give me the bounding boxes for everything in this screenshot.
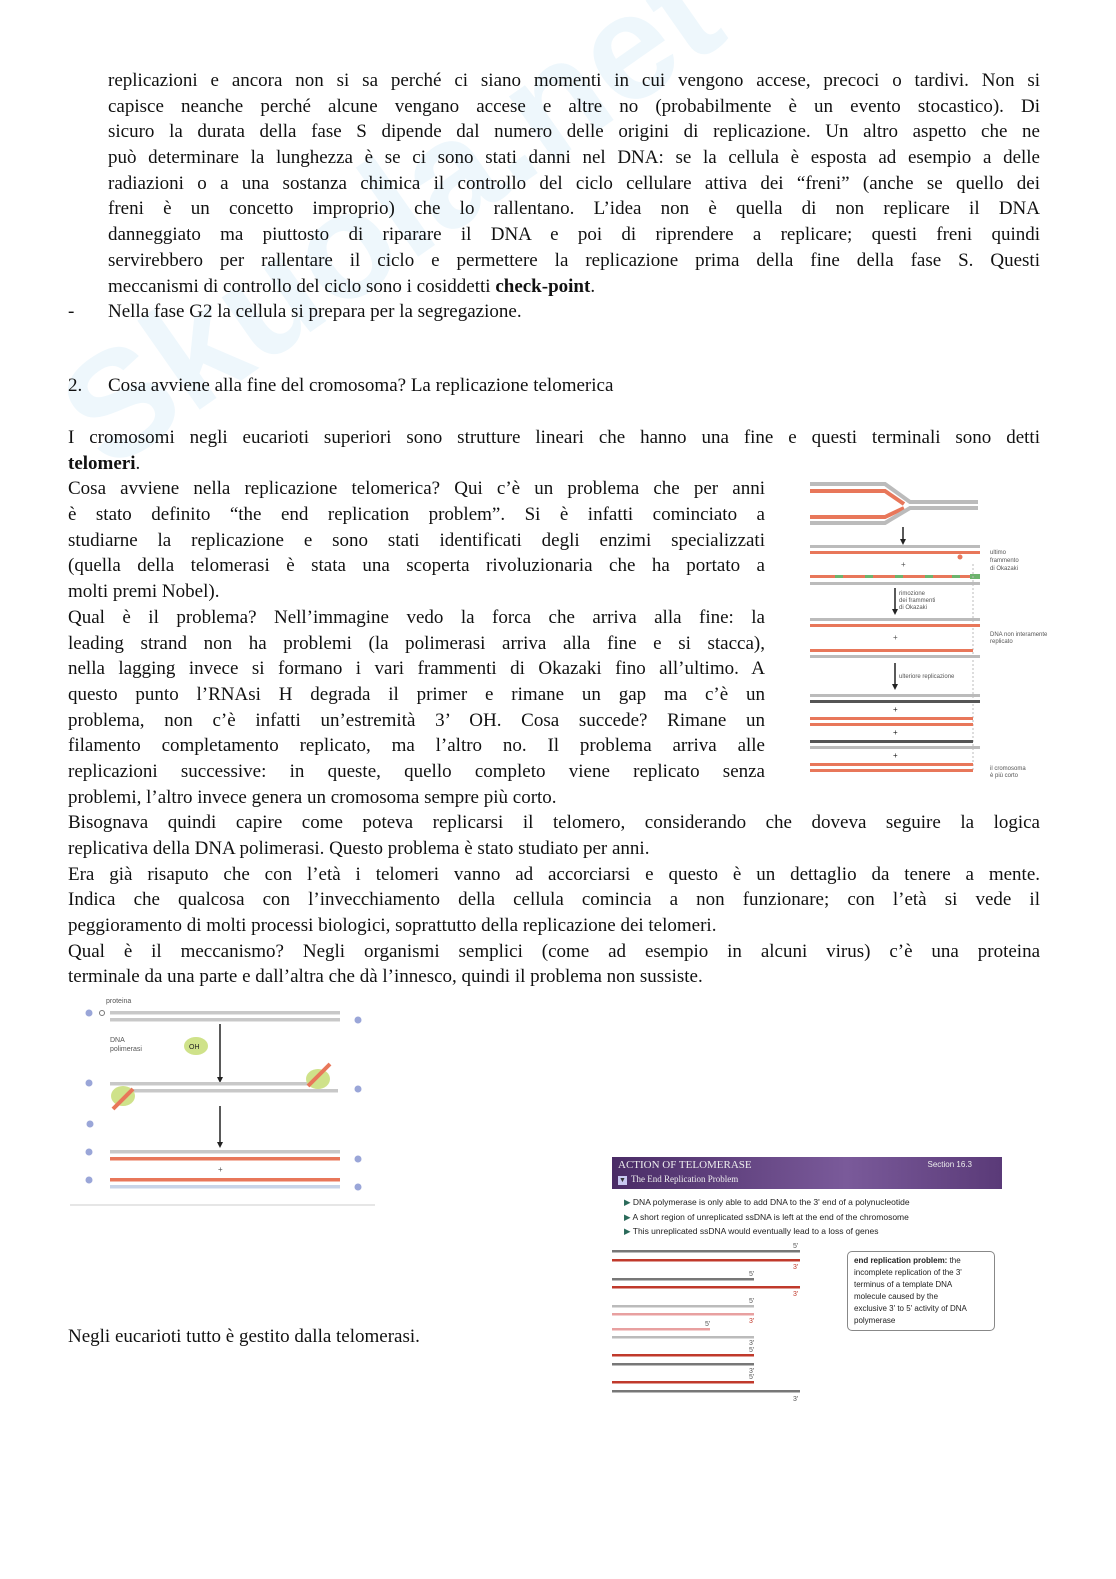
svg-text:+: +	[893, 705, 898, 714]
svg-text:+: +	[218, 1165, 223, 1174]
text-line: replicativa della DNA polimerasi. Questo…	[68, 838, 650, 859]
figure-end-replication: + ultimo frammento di Okazaki rimozione dei…	[810, 482, 1048, 779]
bullet-text: Nella fase G2 la cellula si prepara per …	[108, 301, 522, 322]
text-line: sicuro la durata della fase S dipende da…	[108, 121, 1040, 143]
text-line: replicazioni e ancora non si sa perché c…	[108, 70, 1040, 91]
text-line: Qual è il meccanismo? Negli organismi se…	[68, 940, 1040, 962]
text: .	[135, 452, 141, 474]
label-last-okazaki: ultimo frammento di Okazaki	[990, 550, 1019, 572]
slide-bullets: ▶ DNA polymerase is only able to add DNA…	[624, 1195, 1002, 1239]
final-sentence: Negli eucarioti tutto è gestito dalla te…	[68, 1324, 420, 1350]
text-line: replicazioni successive: in queste, quel…	[68, 760, 765, 782]
text-line: leading strand non ha problemi (la polim…	[68, 632, 765, 654]
bold-term-telomeri: telomeri	[68, 452, 136, 474]
text-line: telomeri.	[68, 451, 1040, 477]
protein-primer-icon	[85, 1009, 105, 1017]
text: meccanismi di controllo del ciclo sono i…	[108, 275, 496, 297]
svg-text:+: +	[893, 728, 898, 737]
svg-text:5': 5'	[793, 1243, 798, 1250]
slide-bullet: ▶ A short region of unreplicated ssDNA i…	[624, 1211, 909, 1222]
svg-text:3': 3'	[793, 1264, 798, 1271]
text-line: Cosa avviene nella replicazione telomeri…	[68, 478, 765, 500]
main-text: I cromosomi negli eucarioti superiori so…	[68, 425, 1040, 990]
text-line: terminale da una parte e dall’altra che …	[68, 966, 703, 988]
text-line: Bisognava quindi capire come poteva repl…	[68, 812, 1040, 834]
text-line: peggioramento di molti processi biologic…	[68, 915, 717, 937]
slide-subtitle: ▼ The End Replication Problem	[618, 1174, 739, 1185]
paragraph-s-phase: replicazioni e ancora non si sa perché c…	[108, 68, 1040, 299]
label-shorter-chromosome: il cromosoma è più corto	[990, 766, 1026, 779]
svg-text:3': 3'	[793, 1396, 798, 1403]
svg-text:5': 5'	[749, 1298, 754, 1305]
text-line: molti premi Nobel).	[68, 581, 220, 603]
svg-text:5': 5'	[749, 1271, 754, 1278]
text-line: servirebbero per rallentare il ciclo e p…	[108, 249, 1040, 271]
slide-bullet: ▶ This unreplicated ssDNA would eventual…	[624, 1226, 879, 1236]
svg-text:3': 3'	[749, 1340, 754, 1347]
text-line: problemi, l’altro invece genera un cromo…	[68, 786, 557, 808]
bold-term-check-point: check-point	[495, 275, 591, 297]
svg-text:3': 3'	[793, 1291, 798, 1298]
text-line: capisce neanche perché alcune vengano ac…	[108, 95, 1040, 117]
svg-text:3': 3'	[749, 1318, 754, 1325]
slide-section: Section 16.3	[927, 1160, 972, 1169]
bullet-item: Nella fase G2 la cellula si prepara per …	[108, 299, 522, 325]
definition-box: end replication problem: the incomplete …	[847, 1251, 995, 1331]
slide-bullet: ▶ DNA polymerase is only able to add DNA…	[624, 1197, 910, 1207]
text-line: I cromosomi negli eucarioti superiori so…	[68, 427, 1040, 448]
heading-number: 2.	[68, 375, 83, 396]
text-line: Qual è il problema? Nell’immagine vedo l…	[68, 606, 765, 628]
section-heading: Cosa avviene alla fine del cromosoma? La…	[108, 373, 613, 399]
svg-text:+: +	[893, 633, 898, 642]
label-further-replication: ulteriore replicazione	[899, 674, 955, 680]
slide-title: ACTION OF TELOMERASE	[618, 1159, 752, 1171]
text-line: studiarne la replicazione e sono stati i…	[68, 529, 765, 551]
text-line: freni è un concetto improprio) che lo ra…	[108, 198, 1040, 220]
text-line: meccanismi di controllo del ciclo sono i…	[108, 274, 1040, 300]
strand-diagram: 5' 3' 5' 3' 5' 3' 5' 3' 5' 3' 5' 3'	[612, 1243, 800, 1403]
bullet-marker: -	[68, 299, 74, 325]
text-line: Indica che qualcosa con l’invecchiamento…	[68, 889, 1040, 911]
heading-text: Cosa avviene alla fine del cromosoma? La…	[108, 375, 614, 396]
text-line: filamento completamento replicato, ma l’…	[68, 735, 765, 757]
label-oh: OH	[189, 1044, 200, 1051]
figure-terminal-protein: proteina DNA polimerasi OH +	[70, 998, 375, 1206]
text-line: nella lagging invece si formano i vari f…	[68, 658, 765, 680]
svg-text:3': 3'	[749, 1368, 754, 1375]
text-line: può determinare la lunghezza è se ci son…	[108, 147, 1040, 169]
text-line: radiazioni o a una sostanza chimica il c…	[108, 172, 1040, 194]
text-line: problema, non c’è infatti un’estremità 3…	[68, 709, 765, 731]
figure-telomerase-slide: ACTION OF TELOMERASE ▼ The End Replicatio…	[612, 1157, 1002, 1413]
label-dna-polymerase: DNA polimerasi	[110, 1037, 142, 1053]
label-okazaki-removal: rimozione dei frammenti di Okazaki	[899, 591, 935, 611]
text: .	[590, 275, 596, 297]
text-line: Negli eucarioti tutto è gestito dalla te…	[68, 1326, 420, 1347]
replication-fork	[810, 482, 978, 525]
slide-banner: ACTION OF TELOMERASE ▼ The End Replicatio…	[612, 1157, 1002, 1189]
section-number: 2.	[68, 373, 82, 399]
text-line: danneggiato ma piuttosto di riparare il …	[108, 224, 1040, 246]
svg-text:5': 5'	[749, 1374, 754, 1381]
label-protein: proteina	[106, 998, 131, 1005]
svg-text:5': 5'	[749, 1347, 754, 1354]
plus: +	[901, 560, 906, 569]
text-line: è stato definito “the end replication pr…	[68, 504, 765, 526]
text-line: Era già risaputo che con l’età i telomer…	[68, 863, 1040, 885]
label-incomplete-dna: DNA non interamente replicato	[990, 632, 1048, 645]
dash: -	[68, 301, 75, 322]
svg-text:5': 5'	[705, 1321, 710, 1328]
text-line: questo punto l’RNAsi H degrada il primer…	[68, 683, 765, 705]
text-line: (quella della telomerasi è stata una sco…	[68, 555, 765, 577]
svg-text:+: +	[893, 751, 898, 760]
triangle-down-icon[interactable]: ▼	[618, 1176, 627, 1185]
